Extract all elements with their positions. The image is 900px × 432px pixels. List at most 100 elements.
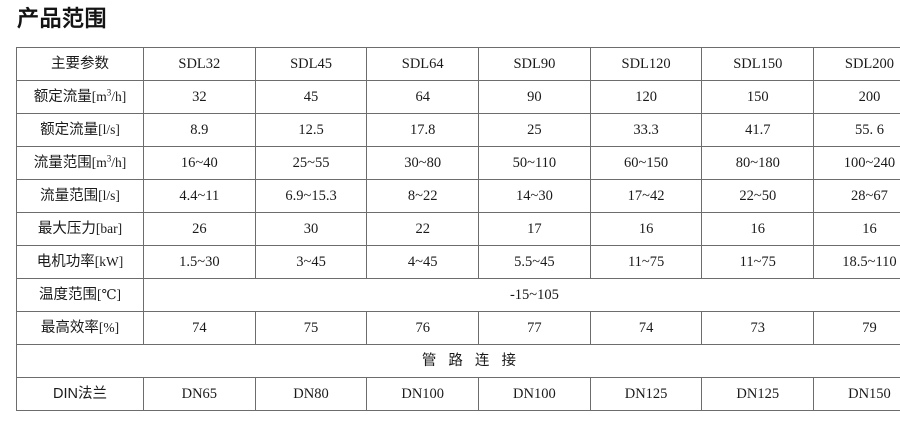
- header-model-1: SDL45: [254, 47, 368, 81]
- cell-value: 11~75: [589, 245, 703, 279]
- header-model-3: SDL90: [478, 47, 591, 81]
- row-label-text: 流量范围: [33, 154, 92, 171]
- row-label-unit: [bar]: [95, 220, 123, 236]
- row-label-text: DIN法兰: [53, 385, 107, 402]
- table-row: 流量范围[m3/h] 16~40 25~55 30~80 50~110 60~1…: [16, 146, 900, 180]
- cell-value: 8~22: [366, 179, 480, 213]
- table-row: 电机功率[kW] 1.5~30 3~45 4~45 5.5~45 11~75 1…: [16, 245, 900, 279]
- row-label-unit: [℃]: [96, 286, 122, 302]
- header-model-0: SDL32: [143, 47, 256, 81]
- table-row: 额定流量[m3/h] 32 45 64 90 120 150 200: [16, 80, 900, 114]
- row-label-flow-range-m3h: 流量范围[m3/h]: [16, 146, 144, 180]
- cell-value: 120: [589, 80, 703, 114]
- cell-value: 150: [701, 80, 815, 114]
- cell-value: 200: [813, 80, 900, 114]
- row-label-temp-range: 温度范围[℃]: [16, 278, 144, 312]
- cell-value: 16: [589, 212, 703, 246]
- row-label-text: 额定流量: [33, 88, 92, 105]
- cell-value: 41.7: [701, 113, 815, 147]
- cell-value: 22~50: [701, 179, 815, 213]
- cell-value: 1.5~30: [143, 245, 256, 279]
- cell-value: 73: [701, 311, 815, 345]
- row-label-text: 额定流量: [40, 121, 99, 138]
- cell-value: 8.9: [143, 113, 256, 147]
- header-model-5: SDL150: [701, 47, 815, 81]
- header-model-2: SDL64: [366, 47, 480, 81]
- row-label-rated-flow-m3h: 额定流量[m3/h]: [16, 80, 144, 114]
- row-label-max-efficiency: 最高效率[%]: [16, 311, 144, 345]
- cell-value: 22: [366, 212, 480, 246]
- cell-value: 45: [254, 80, 368, 114]
- cell-value: 3~45: [254, 245, 368, 279]
- header-model-6: SDL200: [813, 47, 900, 81]
- cell-value: 16: [813, 212, 900, 246]
- cell-value: DN125: [701, 377, 815, 411]
- cell-value: DN150: [813, 377, 900, 411]
- cell-value: DN100: [478, 377, 591, 411]
- row-label-text: 电机功率: [36, 253, 95, 270]
- table-body: 主要参数 SDL32 SDL45 SDL64 SDL90 SDL120 SDL1…: [16, 47, 900, 411]
- cell-value: 17.8: [366, 113, 480, 147]
- table-row: 流量范围[l/s] 4.4~11 6.9~15.3 8~22 14~30 17~…: [16, 179, 900, 213]
- cell-value: 32: [143, 80, 256, 114]
- table-row: DIN法兰 DN65 DN80 DN100 DN100 DN125 DN125 …: [16, 377, 900, 411]
- cell-value: 79: [813, 311, 900, 345]
- cell-value: 100~240: [813, 146, 900, 180]
- row-label-unit: [m3/h]: [91, 87, 127, 104]
- cell-value: 77: [478, 311, 591, 345]
- cell-value: 80~180: [701, 146, 815, 180]
- cell-value: 17: [478, 212, 591, 246]
- cell-value: DN100: [366, 377, 480, 411]
- row-label-text: 温度范围: [38, 286, 97, 303]
- row-label-unit: [%]: [98, 319, 120, 335]
- header-param-text: 主要参数: [51, 55, 109, 72]
- section-title-row: 管 路 连 接: [16, 344, 900, 378]
- header-model-4: SDL120: [589, 47, 703, 81]
- row-label-motor-power: 电机功率[kW]: [16, 245, 144, 279]
- row-label-text: 最高效率: [40, 319, 99, 336]
- cell-value: 11~75: [701, 245, 815, 279]
- product-range-table-wrapper: 主要参数 SDL32 SDL45 SDL64 SDL90 SDL120 SDL1…: [16, 47, 900, 411]
- table-row: 最高效率[%] 74 75 76 77 74 73 79: [16, 311, 900, 345]
- header-param-label: 主要参数: [16, 47, 144, 81]
- cell-value: 64: [366, 80, 480, 114]
- cell-value: 76: [366, 311, 480, 345]
- row-label-text: 流量范围: [40, 187, 99, 204]
- cell-value: 50~110: [478, 146, 591, 180]
- product-range-table: 主要参数 SDL32 SDL45 SDL64 SDL90 SDL120 SDL1…: [16, 47, 900, 411]
- cell-value: 55. 6: [813, 113, 900, 147]
- cell-value-temp-merged: -15~105: [143, 278, 900, 312]
- cell-value: 14~30: [478, 179, 591, 213]
- cell-value: 5.5~45: [478, 245, 591, 279]
- row-label-unit: [l/s]: [98, 121, 120, 137]
- row-label-rated-flow-ls: 额定流量[l/s]: [16, 113, 144, 147]
- cell-value: 4~45: [366, 245, 480, 279]
- cell-value: 74: [143, 311, 256, 345]
- cell-value: 25~55: [254, 146, 368, 180]
- cell-value: 25: [478, 113, 591, 147]
- section-title-pipe-connection: 管 路 连 接: [16, 344, 900, 378]
- cell-value: 12.5: [254, 113, 368, 147]
- cell-value: 16: [701, 212, 815, 246]
- cell-value: 33.3: [589, 113, 703, 147]
- row-label-flow-range-ls: 流量范围[l/s]: [16, 179, 144, 213]
- row-label-max-pressure: 最大压力[bar]: [16, 212, 144, 246]
- cell-value: 74: [589, 311, 703, 345]
- cell-value: 75: [254, 311, 368, 345]
- cell-value: 4.4~11: [143, 179, 256, 213]
- table-row: 温度范围[℃] -15~105: [16, 278, 900, 312]
- table-header-row: 主要参数 SDL32 SDL45 SDL64 SDL90 SDL120 SDL1…: [16, 47, 900, 81]
- cell-value: 30~80: [366, 146, 480, 180]
- cell-value: 26: [143, 212, 256, 246]
- row-label-unit: [m3/h]: [91, 153, 127, 170]
- cell-value: DN125: [589, 377, 703, 411]
- cell-value: 30: [254, 212, 368, 246]
- cell-value: 28~67: [813, 179, 900, 213]
- cell-value: DN80: [254, 377, 368, 411]
- cell-value: 6.9~15.3: [254, 179, 368, 213]
- page-title: 产品范围: [17, 6, 108, 31]
- cell-value: 90: [478, 80, 591, 114]
- cell-value: 16~40: [143, 146, 256, 180]
- row-label-unit: [kW]: [94, 253, 124, 269]
- cell-value: 17~42: [589, 179, 703, 213]
